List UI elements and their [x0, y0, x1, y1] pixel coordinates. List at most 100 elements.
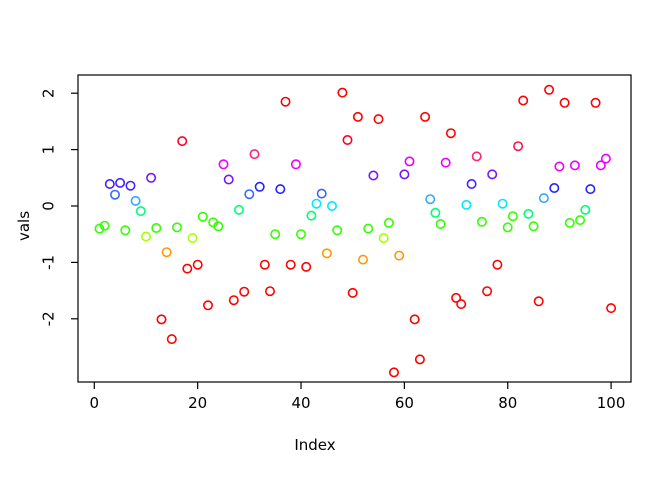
x-tick-label: 80 — [498, 394, 517, 412]
data-point — [523, 208, 534, 219]
data-point — [430, 207, 441, 218]
data-point — [197, 211, 208, 222]
data-point — [492, 259, 503, 270]
data-point — [590, 97, 601, 108]
data-point — [388, 367, 399, 378]
data-point — [544, 84, 555, 95]
data-point — [533, 296, 544, 307]
data-point — [228, 295, 239, 306]
data-point — [203, 300, 214, 311]
data-point — [378, 233, 389, 244]
y-tick-label: -2 — [40, 311, 58, 326]
data-point — [301, 261, 312, 272]
data-point — [120, 225, 131, 236]
y-tick-label: 1 — [40, 145, 58, 155]
data-point — [254, 181, 265, 192]
data-point — [440, 157, 451, 168]
data-point — [104, 179, 115, 190]
data-point — [420, 111, 431, 122]
data-point — [259, 259, 270, 270]
data-point — [161, 247, 172, 258]
data-point — [404, 156, 415, 167]
x-tick-label: 20 — [188, 394, 207, 412]
data-point — [528, 221, 539, 232]
data-point — [94, 223, 105, 234]
data-point — [239, 286, 250, 297]
data-point — [456, 299, 467, 310]
data-point — [435, 219, 446, 230]
y-tick-label: 0 — [40, 201, 58, 211]
data-point — [110, 189, 121, 200]
x-axis-title: Index — [294, 436, 336, 454]
data-point — [461, 199, 472, 210]
data-point — [295, 229, 306, 240]
data-point — [575, 215, 586, 226]
data-point — [466, 179, 477, 190]
data-point — [399, 169, 410, 180]
data-point — [332, 225, 343, 236]
data-point — [218, 159, 229, 170]
data-point — [476, 216, 487, 227]
data-point — [554, 161, 565, 172]
data-point — [213, 221, 224, 232]
x-tick-label: 40 — [291, 394, 310, 412]
data-point — [192, 259, 203, 270]
data-point — [357, 254, 368, 265]
data-point — [135, 206, 146, 217]
data-point — [394, 250, 405, 261]
data-point — [425, 194, 436, 205]
data-point — [487, 169, 498, 180]
data-point — [363, 223, 374, 234]
x-tick-label: 60 — [395, 394, 414, 412]
data-point — [471, 151, 482, 162]
y-tick-label: 2 — [40, 88, 58, 98]
data-point — [234, 204, 245, 215]
data-point — [316, 188, 327, 199]
data-point — [99, 220, 110, 231]
data-point — [141, 231, 152, 242]
data-point — [285, 259, 296, 270]
data-point — [182, 263, 193, 274]
data-point — [414, 354, 425, 365]
data-point — [585, 184, 596, 195]
data-point — [445, 128, 456, 139]
data-point — [156, 314, 167, 325]
data-point — [172, 222, 183, 233]
data-point — [497, 198, 508, 209]
data-point — [125, 180, 136, 191]
data-point — [321, 248, 332, 259]
data-point — [451, 292, 462, 303]
data-point — [482, 286, 493, 297]
data-point — [347, 287, 358, 298]
x-tick-label: 0 — [90, 394, 100, 412]
data-point — [502, 222, 513, 233]
data-point — [549, 183, 560, 194]
data-point — [559, 97, 570, 108]
data-point — [264, 286, 275, 297]
data-point — [244, 189, 255, 200]
data-point — [383, 217, 394, 228]
data-point — [507, 211, 518, 222]
data-point — [311, 198, 322, 209]
data-point — [326, 201, 337, 212]
data-point — [166, 334, 177, 345]
y-axis-title: vals — [15, 210, 33, 242]
data-point — [290, 159, 301, 170]
data-point — [306, 210, 317, 221]
data-point — [518, 95, 529, 106]
data-point — [177, 136, 188, 147]
data-point — [249, 149, 260, 160]
data-point — [275, 184, 286, 195]
data-point — [409, 314, 420, 325]
data-point — [538, 193, 549, 204]
data-point — [373, 114, 384, 125]
data-point — [569, 160, 580, 171]
data-point — [115, 177, 126, 188]
data-point — [342, 135, 353, 146]
data-point — [280, 96, 291, 107]
data-point — [595, 160, 606, 171]
data-point — [564, 217, 575, 228]
data-point — [337, 87, 348, 98]
data-point — [223, 174, 234, 185]
